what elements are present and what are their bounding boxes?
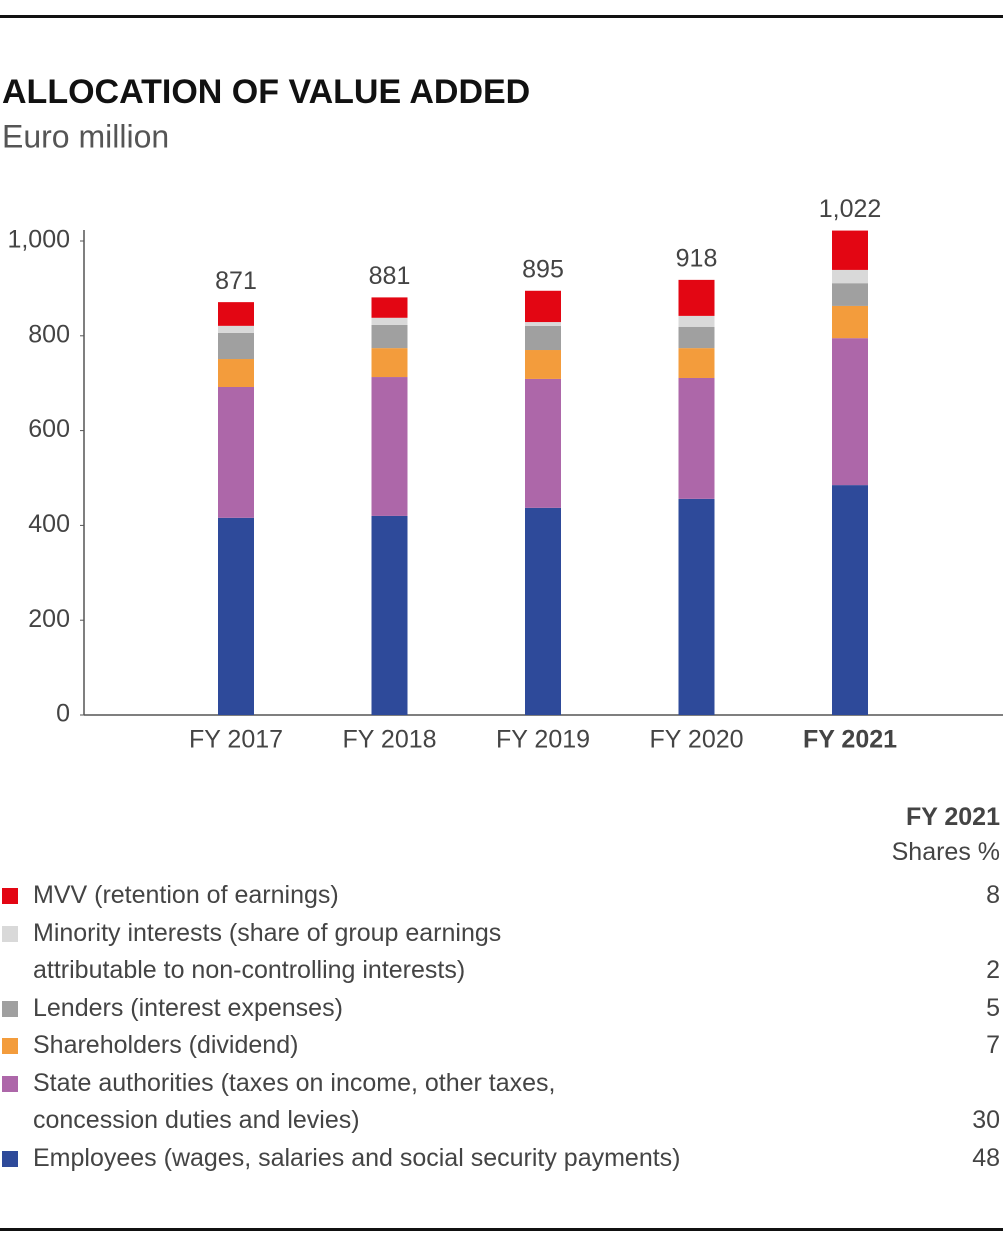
bar-segment	[371, 297, 408, 318]
bar-segment	[832, 230, 868, 270]
bar-segment	[218, 332, 254, 360]
bar-segment	[678, 377, 715, 499]
share-value: 8	[986, 881, 1000, 909]
bar-segment	[832, 485, 868, 715]
bar-segment	[371, 317, 408, 325]
bar-segment	[525, 507, 561, 715]
bar-segment	[371, 348, 408, 378]
y-tick-label: 800	[28, 320, 70, 348]
bar-segment	[678, 315, 715, 327]
bar-segment	[218, 325, 254, 333]
bar-segment	[371, 377, 408, 516]
share-value: 2	[986, 956, 1000, 984]
bar-segment	[832, 269, 868, 284]
legend-swatch	[2, 1150, 18, 1167]
legend-swatch	[2, 925, 18, 942]
total-label: 881	[369, 262, 411, 290]
legend-label: State authorities (taxes on income, othe…	[33, 1068, 556, 1135]
bar-segment	[218, 517, 254, 715]
total-label: 895	[522, 255, 564, 283]
share-header: FY 2021	[905, 803, 1000, 831]
bar-segment	[678, 279, 715, 316]
bar-segment	[678, 498, 715, 715]
y-tick-label: 400	[28, 510, 70, 538]
bar-segment	[218, 359, 254, 387]
legend-swatch	[2, 1075, 18, 1092]
x-tick-label: FY 2020	[649, 726, 743, 754]
total-label: 871	[215, 267, 257, 295]
share-value: 7	[986, 1031, 1000, 1059]
chart-subtitle: Euro million	[2, 118, 169, 154]
bar-segment	[832, 338, 868, 486]
total-label: 918	[676, 244, 718, 272]
x-tick-label: FY 2017	[189, 726, 283, 754]
bar-segment	[371, 515, 408, 715]
y-tick-label: 1,000	[7, 226, 70, 254]
legend-swatch	[2, 1000, 18, 1017]
y-tick-label: 0	[56, 700, 70, 728]
legend-label: Lenders (interest expenses)	[33, 993, 343, 1022]
y-tick-label: 200	[28, 605, 70, 633]
bar-segment	[832, 305, 868, 339]
share-value: 5	[986, 993, 1000, 1022]
bar-segment	[525, 350, 561, 379]
legend-label: Employees (wages, salaries and social se…	[33, 1143, 681, 1172]
bar-segment	[218, 302, 254, 326]
bottom-rule	[0, 1228, 1003, 1231]
x-tick-label: FY 2019	[496, 726, 590, 754]
x-tick-label: FY 2021	[803, 726, 897, 754]
x-tick-label: FY 2018	[342, 726, 436, 754]
bar-segment	[218, 386, 254, 518]
top-rule	[0, 15, 1003, 18]
legend-swatch	[2, 888, 18, 904]
bar-segment	[525, 322, 561, 326]
share-value: 48	[972, 1143, 1000, 1172]
bar-segment	[525, 325, 561, 351]
legend-label: Shareholders (dividend)	[33, 1031, 299, 1059]
bar-segment	[678, 348, 715, 378]
bar-segment	[525, 290, 561, 323]
bar-segment	[371, 324, 408, 349]
total-label: 1,022	[819, 195, 882, 223]
y-tick-label: 600	[28, 415, 70, 443]
bar-segment	[678, 326, 715, 349]
legend-swatch	[2, 1038, 18, 1054]
legend-label: MVV (retention of earnings)	[33, 881, 339, 909]
legend-label: Minority interests (share of group earni…	[33, 918, 502, 985]
chart-title: ALLOCATION OF VALUE ADDED	[2, 73, 530, 111]
share-value: 30	[972, 1106, 1000, 1134]
share-unit: Shares %	[891, 838, 1000, 866]
bar-segment	[832, 283, 868, 306]
bar-segment	[525, 378, 561, 508]
